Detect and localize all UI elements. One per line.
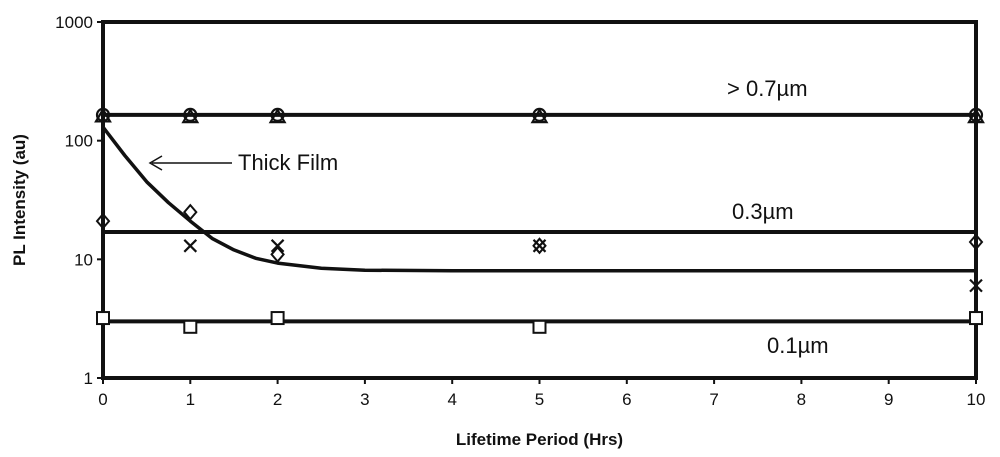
square-marker-4 [969, 311, 983, 326]
x-marker-0 [183, 239, 198, 253]
square-marker-2 [270, 311, 285, 326]
x-tick-label-3: 3 [360, 390, 369, 409]
data-markers [94, 107, 985, 334]
x-tick-label-4: 4 [447, 390, 456, 409]
x-axis-title: Lifetime Period (Hrs) [456, 430, 623, 449]
diamond-marker-3 [532, 237, 547, 255]
thick-film-label: Thick Film [238, 150, 338, 175]
x-tick-label-6: 6 [622, 390, 631, 409]
y-tick-label-0: 1 [84, 369, 93, 388]
square-marker-1 [183, 319, 198, 334]
diamond-marker-0 [95, 212, 111, 230]
triangle-marker-3 [530, 107, 549, 124]
x-tick-label-9: 9 [884, 390, 893, 409]
thick-film-curve-group [101, 126, 976, 273]
x-axis-ticks: 0 1 2 3 4 5 6 7 8 9 10 [98, 378, 985, 409]
trend-line-label-1: 0.3µm [732, 199, 794, 224]
triangle-marker-2 [268, 107, 287, 124]
annotations: > 0.7µm 0.3µm 0.1µm Thick Film [148, 76, 829, 358]
square-marker-3 [532, 319, 547, 334]
y-tick-label-3: 1000 [55, 13, 93, 32]
square-marker-0 [96, 311, 110, 326]
triangle-marker-0 [94, 107, 112, 123]
triangle-marker-4 [967, 107, 985, 124]
x-tick-label-0: 0 [98, 390, 107, 409]
y-tick-label-2: 100 [65, 132, 93, 151]
x-marker-3 [969, 278, 983, 293]
diamond-marker-1 [182, 203, 198, 221]
x-tick-label-10: 10 [967, 390, 986, 409]
y-axis-ticks: 1 10 100 1000 [55, 13, 103, 388]
x-tick-label-1: 1 [186, 390, 195, 409]
x-tick-label-7: 7 [709, 390, 718, 409]
trend-line-label-0: > 0.7µm [727, 76, 808, 101]
diamond-marker-2 [270, 245, 285, 263]
y-tick-label-1: 10 [74, 250, 93, 269]
x-tick-label-2: 2 [273, 390, 282, 409]
trend-line-label-2: 0.1µm [767, 333, 829, 358]
y-axis-title: PL Intensity (au) [10, 134, 29, 266]
diamond-marker-4 [968, 233, 984, 251]
thick-film-arrowhead [148, 155, 163, 171]
x-marker-1 [270, 239, 285, 253]
x-tick-label-5: 5 [535, 390, 544, 409]
trend-lines [103, 112, 976, 324]
x-marker-2 [532, 239, 547, 253]
x-tick-label-8: 8 [797, 390, 806, 409]
thick-film-curve [101, 126, 976, 273]
triangle-marker-1 [181, 107, 200, 124]
